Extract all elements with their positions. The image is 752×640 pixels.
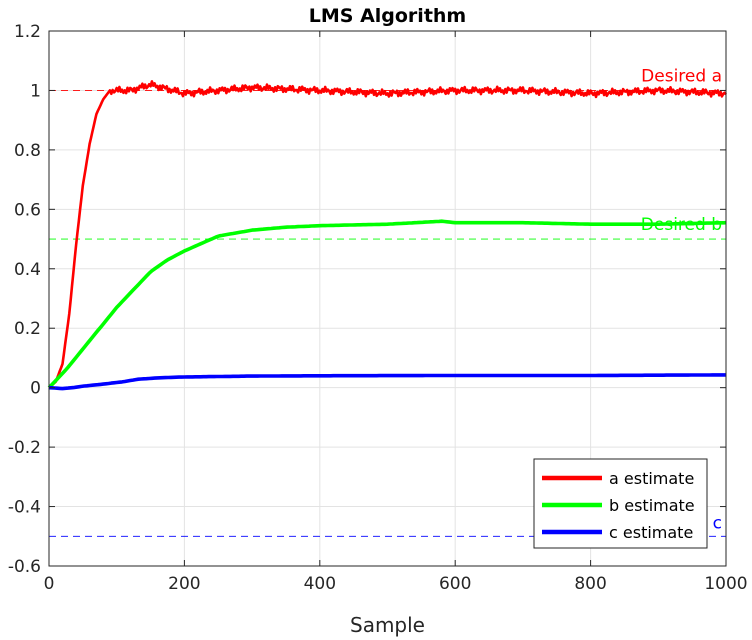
y-tick-label: 0.8 — [14, 141, 41, 161]
y-tick-label: 1.2 — [14, 22, 41, 42]
y-tick-label: 1 — [30, 81, 41, 101]
y-tick-label: 0.4 — [14, 260, 41, 280]
x-tick-label: 800 — [574, 574, 606, 594]
y-tick-label: 0.6 — [14, 200, 41, 220]
y-tick-label: -0.4 — [8, 498, 41, 518]
legend-label-2: b estimate — [609, 496, 695, 515]
legend: a estimate b estimate c estimate — [533, 458, 708, 549]
series-line-b-estimate — [47, 219, 727, 389]
series-line-a-estimate — [48, 80, 727, 389]
legend-label-3: c estimate — [609, 523, 693, 542]
y-tick-label: -0.6 — [8, 557, 41, 577]
plot-frame — [48, 30, 727, 567]
reference-label-1: Desired a — [641, 66, 722, 86]
x-tick-label: 1000 — [704, 574, 747, 594]
y-tick-label: 0 — [30, 379, 41, 399]
x-tick-label: 0 — [44, 574, 55, 594]
series-lines — [47, 80, 727, 391]
x-tick-label: 200 — [168, 574, 200, 594]
x-tick-label: 600 — [439, 574, 471, 594]
y-tick-label: -0.2 — [8, 438, 41, 458]
reference-label-3: c — [713, 513, 722, 533]
x-tick-label: 400 — [304, 574, 336, 594]
x-axis-title: Sample — [350, 613, 425, 637]
chart-title: LMS Algorithm — [309, 5, 466, 27]
legend-label-1: a estimate — [609, 469, 694, 488]
series-line-c-estimate — [48, 373, 726, 391]
axis-ticks: 0 200 400 600 800 1000 -0.6 -0.4 -0.2 0 0.2 0.4 0.6 0… — [8, 22, 748, 594]
y-tick-label: 0.2 — [14, 319, 41, 339]
